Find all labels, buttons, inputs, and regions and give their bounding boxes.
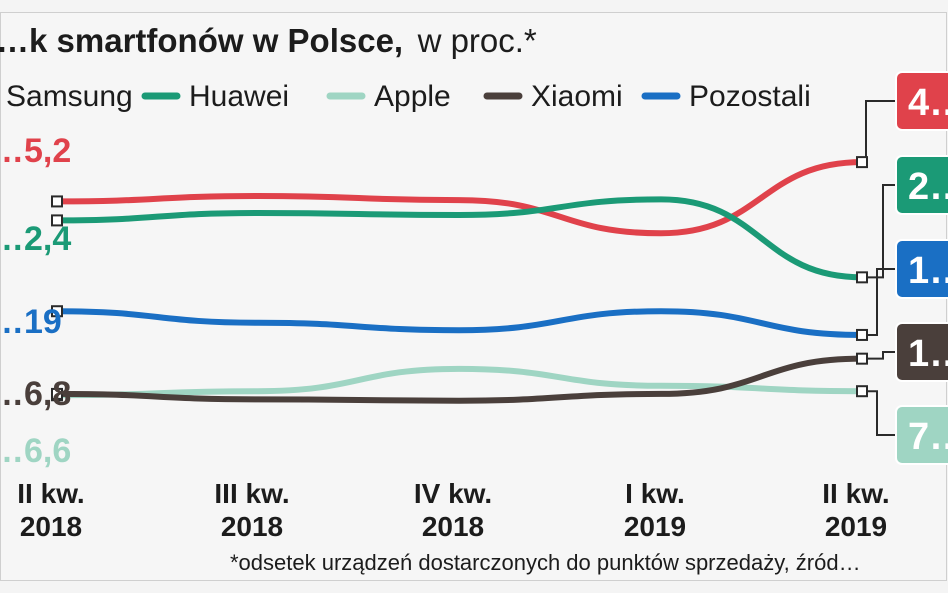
footnote: *odsetek urządzeń dostarczonych do punkt… [230, 550, 861, 575]
start-value-label-huawei: …2,4 [0, 220, 71, 258]
end-box-pozostali: 1… [895, 239, 948, 299]
x-tick-label-0: II kw. 2018 [17, 478, 84, 542]
end-box-bg-huawei [895, 155, 948, 215]
start-value-label-xiaomi: …6,8 [0, 375, 71, 413]
connector-pozostali [862, 268, 896, 336]
end-label-connectors [862, 100, 896, 436]
marker-xiaomi-0 [51, 387, 63, 400]
chart-title-subtitle: w proc.* [417, 22, 537, 59]
end-value-boxes: 4… 2… 1… 1… 7… [895, 71, 948, 465]
legend-label-apple: Apple [374, 80, 451, 113]
legend-item-samsung: Samsung [6, 80, 133, 113]
connector-huawei [862, 184, 896, 279]
x-tick-label-1: III kw. 2018 [214, 478, 289, 542]
end-value-label-pozostali: 1… [908, 250, 948, 292]
connector-xiaomi [862, 351, 896, 360]
legend-item-pozostali: Pozostali [641, 80, 811, 113]
series-lines [54, 159, 865, 404]
end-box-xiaomi: 1… [895, 322, 948, 382]
legend-label-xiaomi: Xiaomi [531, 80, 623, 113]
connector-apple [862, 390, 896, 436]
chart-panel [0, 12, 947, 581]
end-value-label-samsung: 4… [908, 82, 948, 124]
legend-item-xiaomi: Xiaomi [483, 80, 623, 113]
x-tick-label-4: II kw. 2019 [822, 478, 889, 542]
series-markers [51, 156, 868, 402]
legend-label-pozostali: Pozostali [689, 80, 811, 113]
end-value-label-xiaomi: 1… [908, 333, 948, 375]
start-value-label-pozostali: …19 [0, 303, 62, 341]
marker-pozostali-0 [51, 305, 63, 318]
series-line-samsung [54, 159, 865, 237]
legend-item-apple: Apple [326, 80, 451, 113]
end-value-label-apple: 7… [908, 416, 948, 458]
series-line-pozostali [54, 308, 865, 338]
end-value-label-huawei: 2… [908, 166, 948, 208]
x-tick-label-2: IV kw. 2018 [414, 478, 492, 542]
end-box-bg-samsung [895, 71, 948, 131]
legend: Samsung Huawei Apple Xiaomi Pozostali [6, 80, 811, 113]
legend-item-huawei: Huawei [141, 80, 289, 113]
end-box-bg-xiaomi [895, 322, 948, 382]
start-value-label-samsung: …5,2 [0, 132, 71, 170]
marker-apple-4 [856, 385, 868, 398]
marker-pozostali-4 [856, 328, 868, 341]
marker-xiaomi-4 [856, 352, 868, 365]
marker-samsung-0 [51, 195, 63, 208]
start-value-label-apple: …6,6 [0, 432, 71, 470]
end-box-bg-pozostali [895, 239, 948, 299]
end-box-samsung: 4… [895, 71, 948, 131]
series-line-xiaomi [54, 355, 865, 404]
end-box-huawei: 2… [895, 155, 948, 215]
marker-samsung-4 [856, 156, 868, 169]
end-box-apple: 7… [895, 405, 948, 465]
marker-huawei-0 [51, 214, 63, 227]
x-tick-label-3: I kw. 2019 [624, 478, 686, 542]
chart-title-main: …k smartfonów w Polsce, [0, 22, 403, 59]
legend-label-samsung: Samsung [6, 80, 133, 113]
series-line-huawei [54, 196, 865, 281]
legend-label-huawei: Huawei [189, 80, 289, 113]
end-box-bg-apple [895, 405, 948, 465]
start-value-labels: …5,2 …2,4 …6,6 …6,8 …19 [0, 132, 71, 470]
x-axis-ticks: II kw. 2018 III kw. 2018 IV kw. 2018 I kw. 2019… [17, 478, 889, 542]
chart-title: …k smartfonów w Polsce, w proc.* [0, 22, 537, 59]
marker-huawei-4 [856, 271, 868, 284]
